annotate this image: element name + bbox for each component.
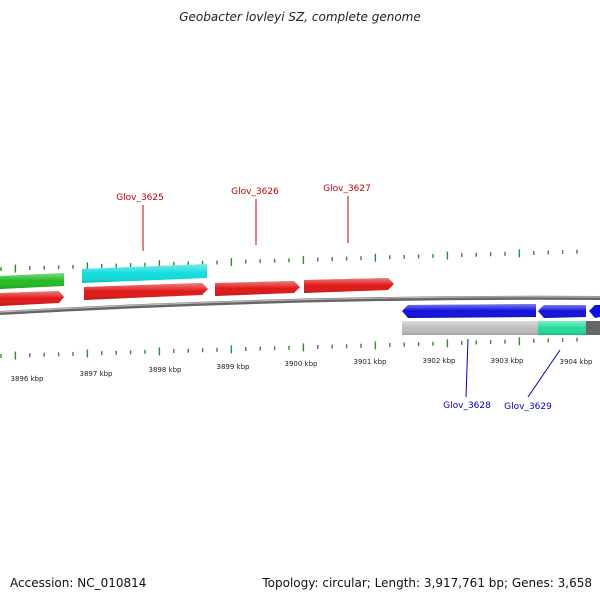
kbp-label-3899: 3899 kbp bbox=[217, 363, 251, 371]
label-glov-3625[interactable]: Glov_3625 bbox=[116, 193, 164, 203]
gene-glov-3628[interactable] bbox=[402, 304, 536, 318]
gene-gray-track[interactable] bbox=[402, 321, 538, 335]
kbp-label-3900: 3900 kbp bbox=[285, 360, 319, 368]
gene-mint[interactable] bbox=[538, 321, 586, 335]
genome-summary-text: Topology: circular; Length: 3,917,761 bp… bbox=[262, 576, 592, 590]
gene-glov-3627[interactable] bbox=[304, 278, 394, 293]
kbp-label-3898: 3898 kbp bbox=[149, 366, 183, 374]
label-glov-3628[interactable]: Glov_3628 bbox=[443, 401, 491, 411]
tick-marks-outer bbox=[0, 249, 578, 273]
kbp-label-3901: 3901 kbp bbox=[354, 358, 388, 366]
gene-blue-right[interactable] bbox=[589, 305, 600, 318]
gene-glov-3625[interactable] bbox=[84, 283, 208, 300]
kbp-label-3896: 3896 kbp bbox=[11, 375, 45, 383]
genome-backbone bbox=[0, 295, 600, 315]
gene-glov-3626[interactable] bbox=[215, 281, 300, 296]
gene-red-left[interactable] bbox=[0, 291, 64, 306]
accession-text: Accession: NC_010814 bbox=[10, 576, 147, 590]
kbp-label-3904: 3904 kbp bbox=[560, 358, 594, 366]
gene-cyan[interactable] bbox=[82, 264, 207, 283]
label-glov-3626[interactable]: Glov_3626 bbox=[231, 187, 279, 197]
genome-backbone-highlight bbox=[0, 296, 600, 313]
leader-line-glov-3628 bbox=[465, 338, 469, 398]
kbp-label-3903: 3903 kbp bbox=[491, 357, 525, 365]
label-glov-3627[interactable]: Glov_3627 bbox=[323, 184, 371, 194]
gene-darkgray[interactable] bbox=[586, 321, 600, 335]
kbp-label-3897: 3897 kbp bbox=[80, 370, 114, 378]
gene-green-left[interactable] bbox=[0, 273, 64, 289]
label-glov-3629[interactable]: Glov_3629 bbox=[504, 402, 552, 412]
gene-glov-3629[interactable] bbox=[538, 305, 586, 318]
kbp-label-3902: 3902 kbp bbox=[423, 357, 457, 365]
tick-marks-inner bbox=[0, 337, 578, 360]
page-title: Geobacter lovleyi SZ, complete genome bbox=[179, 10, 421, 24]
leader-line-glov-3629 bbox=[527, 349, 561, 398]
